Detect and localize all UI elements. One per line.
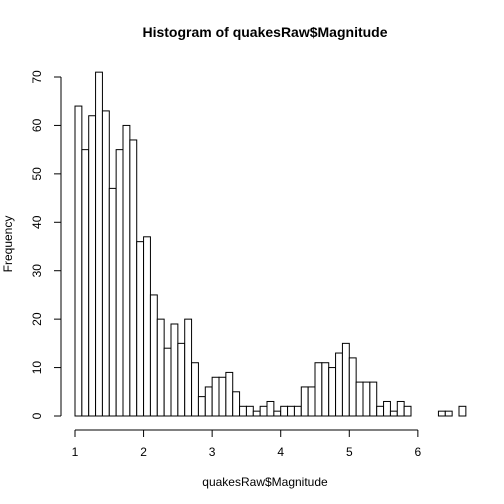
- histogram-bar: [356, 382, 363, 416]
- histogram-bar: [178, 343, 185, 416]
- histogram-bar: [267, 401, 274, 416]
- bars-group: [75, 72, 466, 416]
- y-tick-label: 60: [30, 118, 44, 132]
- histogram-bar: [301, 387, 308, 416]
- histogram-bar: [438, 411, 445, 416]
- y-tick-label: 50: [30, 167, 44, 181]
- histogram-bar: [150, 295, 157, 416]
- histogram-bar: [75, 106, 82, 416]
- x-tick-label: 2: [140, 445, 147, 459]
- histogram-bar: [109, 188, 116, 416]
- histogram-bar: [144, 237, 151, 416]
- x-tick-label: 3: [209, 445, 216, 459]
- y-tick-label: 70: [30, 70, 44, 84]
- histogram-bar: [404, 406, 411, 416]
- x-axis-label: quakesRaw$Magnitude: [202, 475, 328, 489]
- histogram-bar: [130, 140, 137, 416]
- histogram-bar: [171, 324, 178, 416]
- histogram-bar: [212, 377, 219, 416]
- histogram-bar: [459, 406, 466, 416]
- histogram-bar: [164, 348, 171, 416]
- histogram-bar: [329, 368, 336, 416]
- y-tick-label: 30: [30, 264, 44, 278]
- histogram-bar: [116, 150, 123, 416]
- x-axis: 1 2 3 4 5 6: [72, 430, 422, 459]
- histogram-bar: [370, 382, 377, 416]
- histogram-bar: [397, 401, 404, 416]
- histogram-bar: [308, 387, 315, 416]
- histogram-bar: [315, 363, 322, 416]
- chart-title: Histogram of quakesRaw$Magnitude: [142, 24, 387, 40]
- histogram-bar: [260, 406, 267, 416]
- y-axis-label: Frequency: [1, 216, 15, 273]
- histogram-bar: [349, 358, 356, 416]
- histogram-bar: [205, 387, 212, 416]
- histogram-bar: [240, 406, 247, 416]
- histogram-bar: [445, 411, 452, 416]
- x-tick-label: 1: [72, 445, 79, 459]
- histogram-bar: [322, 363, 329, 416]
- y-tick-label: 20: [30, 312, 44, 326]
- histogram-bar: [363, 382, 370, 416]
- y-tick-label: 40: [30, 215, 44, 229]
- y-tick-label: 10: [30, 361, 44, 375]
- x-tick-label: 5: [346, 445, 353, 459]
- histogram-bar: [96, 72, 103, 416]
- histogram-bar: [192, 363, 199, 416]
- x-tick-label: 6: [415, 445, 422, 459]
- x-tick-label: 4: [277, 445, 284, 459]
- histogram-bar: [294, 406, 301, 416]
- histogram-bar: [89, 116, 96, 416]
- histogram-bar: [274, 411, 281, 416]
- histogram-bar: [390, 411, 397, 416]
- histogram-bar: [288, 406, 295, 416]
- histogram-bar: [82, 150, 89, 416]
- histogram-bar: [123, 125, 130, 416]
- y-tick-label: 0: [30, 412, 44, 419]
- histogram-bar: [226, 372, 233, 416]
- histogram-bar: [185, 319, 192, 416]
- histogram-bar: [233, 392, 240, 416]
- histogram-bar: [384, 401, 391, 416]
- histogram-bar: [246, 406, 253, 416]
- histogram-bar: [377, 406, 384, 416]
- y-axis: 0 10 20 30 40 50 60 70: [30, 70, 61, 419]
- histogram-bar: [157, 319, 164, 416]
- histogram-bar: [281, 406, 288, 416]
- histogram-bar: [198, 397, 205, 416]
- histogram-bar: [137, 242, 144, 416]
- histogram-bar: [102, 111, 109, 416]
- histogram-bar: [336, 353, 343, 416]
- histogram-bar: [253, 411, 260, 416]
- histogram-bar: [219, 377, 226, 416]
- histogram-bar: [342, 343, 349, 416]
